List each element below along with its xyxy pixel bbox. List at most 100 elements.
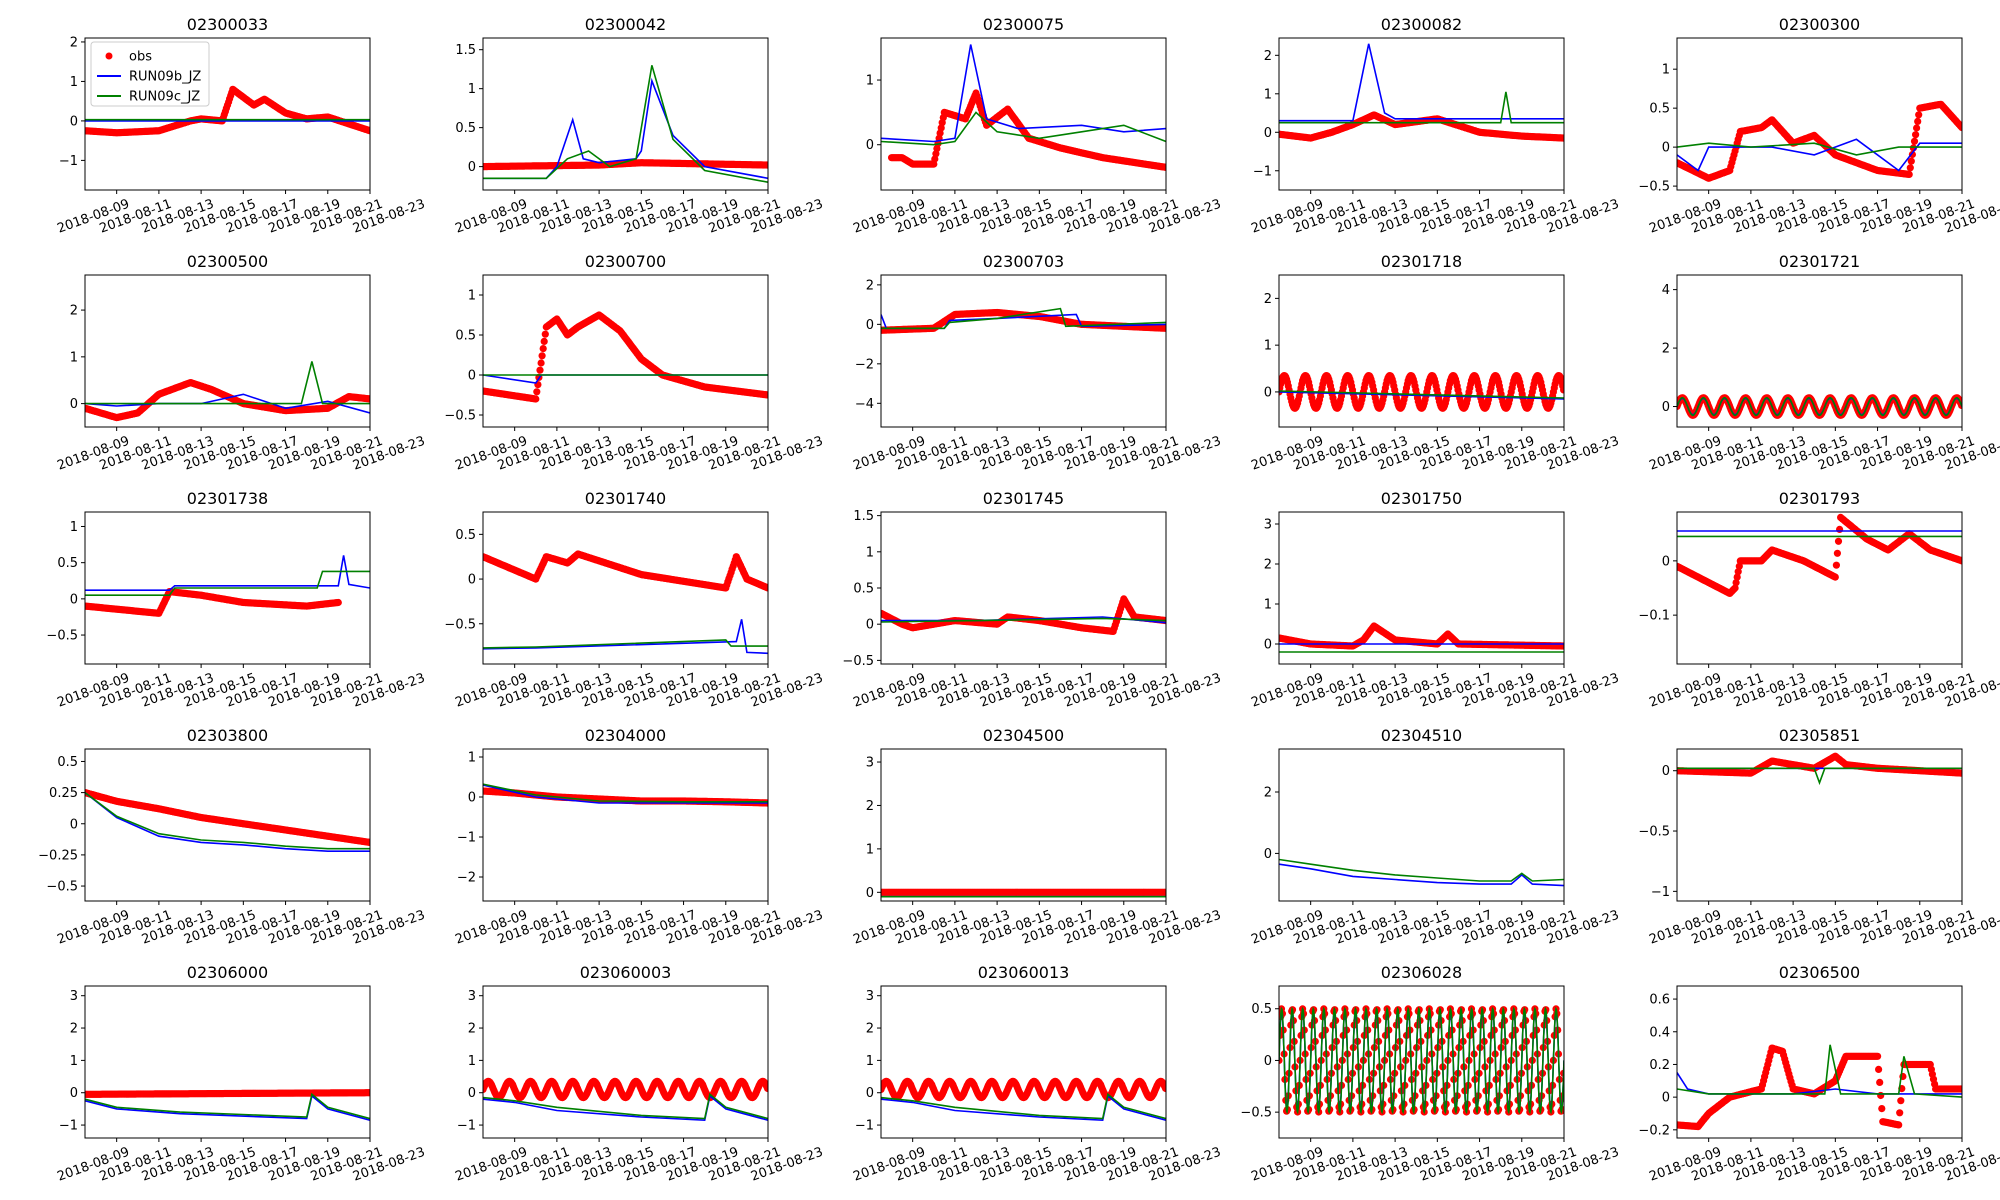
obs-point [1735,562,1743,570]
y-tick-label: 1 [70,75,78,90]
y-tick-label: 2 [70,35,78,50]
axes-frame [880,511,1167,665]
series-obs [85,789,370,846]
y-tick-label: −0.5 [46,629,78,644]
series-RUN09b_JZ [483,374,768,384]
y-tick-label: 0 [866,138,874,153]
subplot-02301718: 023017180122018-08-092018-08-112018-08-1… [1249,252,1621,474]
obs-point [1560,386,1564,394]
obs-point [764,161,768,169]
subplot-title: 02300042 [585,15,666,34]
obs-point [1910,137,1919,145]
series-obs [888,89,1166,171]
obs-point [1836,525,1844,534]
y-tick-label: 2 [1264,49,1272,64]
y-tick-label: 1 [1662,63,1670,78]
subplot-title: 02300033 [187,15,268,34]
axes-frame [1278,511,1565,665]
subplot-title: 02301745 [983,489,1064,508]
y-tick-label: 0 [1264,385,1272,400]
axes-frame [1278,274,1565,428]
y-tick-label: −2 [855,357,874,372]
y-tick-label: 0.25 [49,786,78,801]
subplot-02300033: 02300033−10122018-08-092018-08-112018-08… [55,15,427,237]
y-tick-label: −0.5 [46,880,78,895]
y-tick-label: 0 [468,160,476,175]
subplot-02304000: 02304000−2−1012018-08-092018-08-112018-0… [453,726,825,948]
series-obs [85,379,370,422]
series-RUN09c_JZ [483,639,768,649]
subplot-title: 02301721 [1779,252,1860,271]
obs-point [537,359,545,367]
subplot-02300700: 02300700−0.500.512018-08-092018-08-11201… [444,252,825,474]
axes-frame [84,274,371,428]
obs-point [1832,561,1840,569]
obs-point [1560,134,1564,142]
series-RUN09c_JZ [881,307,1166,330]
series-obs [85,588,342,617]
legend-label: RUN09b_JZ [129,70,201,85]
series-obs [1677,513,1962,598]
y-tick-label: 0 [1662,141,1670,156]
legend-label: obs [129,50,152,65]
subplot-title: 02301718 [1381,252,1462,271]
plot-area [1677,100,1962,182]
y-tick-label: −0.5 [842,654,874,669]
obs-point [1915,111,1923,119]
series-RUN09c_JZ [1279,390,1564,399]
y-tick-label: 4 [1662,283,1670,298]
legend: obs RUN09b_JZ RUN09c_JZ [90,41,210,107]
subplot-title: 02301738 [187,489,268,508]
series-RUN09c_JZ [881,111,1166,146]
y-tick-label: 2 [866,278,874,293]
series-obs [1279,622,1564,650]
subplot-title: 02303800 [187,726,268,745]
obs-point [533,388,541,396]
y-tick-label: −0.5 [444,617,476,632]
series-RUN09b_JZ [881,44,1166,143]
plot-area [85,85,370,137]
y-tick-label: 0.5 [455,528,476,543]
obs-point [538,352,546,360]
series-RUN09b_JZ [1279,391,1564,400]
y-tick-label: 2 [1264,292,1272,307]
obs-point [366,395,370,403]
y-tick-label: 1 [866,545,874,560]
legend-label: RUN09c_JZ [129,90,200,105]
subplot-02301745: 02301745−0.500.511.52018-08-092018-08-11… [842,489,1223,711]
y-tick-label: 1.5 [455,43,476,58]
axes-frame [84,748,371,902]
obs-point [1834,537,1843,545]
plot-area [483,783,768,807]
plot-area [1279,43,1564,142]
y-tick-label: 0 [1264,126,1272,141]
series-RUN09b_JZ [85,555,370,591]
obs-point [1905,170,1913,178]
y-tick-label: 0.5 [853,582,874,597]
obs-point [539,345,547,353]
y-tick-label: 0 [468,573,476,588]
series-RUN09b_JZ [483,77,768,180]
y-tick-label: −0.5 [1638,180,1670,195]
obs-point [1831,573,1839,581]
y-tick-label: 0.5 [455,329,476,344]
y-tick-label: 0 [70,397,78,412]
y-tick-label: 0.5 [455,121,476,136]
subplot-title: 02300300 [1779,15,1860,34]
axes-frame [482,274,769,428]
axes-frame [84,37,371,191]
obs-point [1162,324,1166,332]
y-tick-label: −4 [855,397,874,412]
y-tick-label: 0 [70,114,78,129]
axes-frame [1676,37,1963,191]
series-RUN09c_JZ [85,791,370,850]
series-RUN09b_JZ [483,619,768,655]
series-obs [483,311,768,403]
obs-point [1162,163,1166,171]
subplot-title: 02300500 [187,252,268,271]
obs-point [764,584,768,592]
legend-box [90,41,210,107]
obs-point [764,391,768,399]
obs-point [1733,573,1741,581]
subplot-02300082: 02300082−10122018-08-092018-08-112018-08… [1249,15,1621,237]
